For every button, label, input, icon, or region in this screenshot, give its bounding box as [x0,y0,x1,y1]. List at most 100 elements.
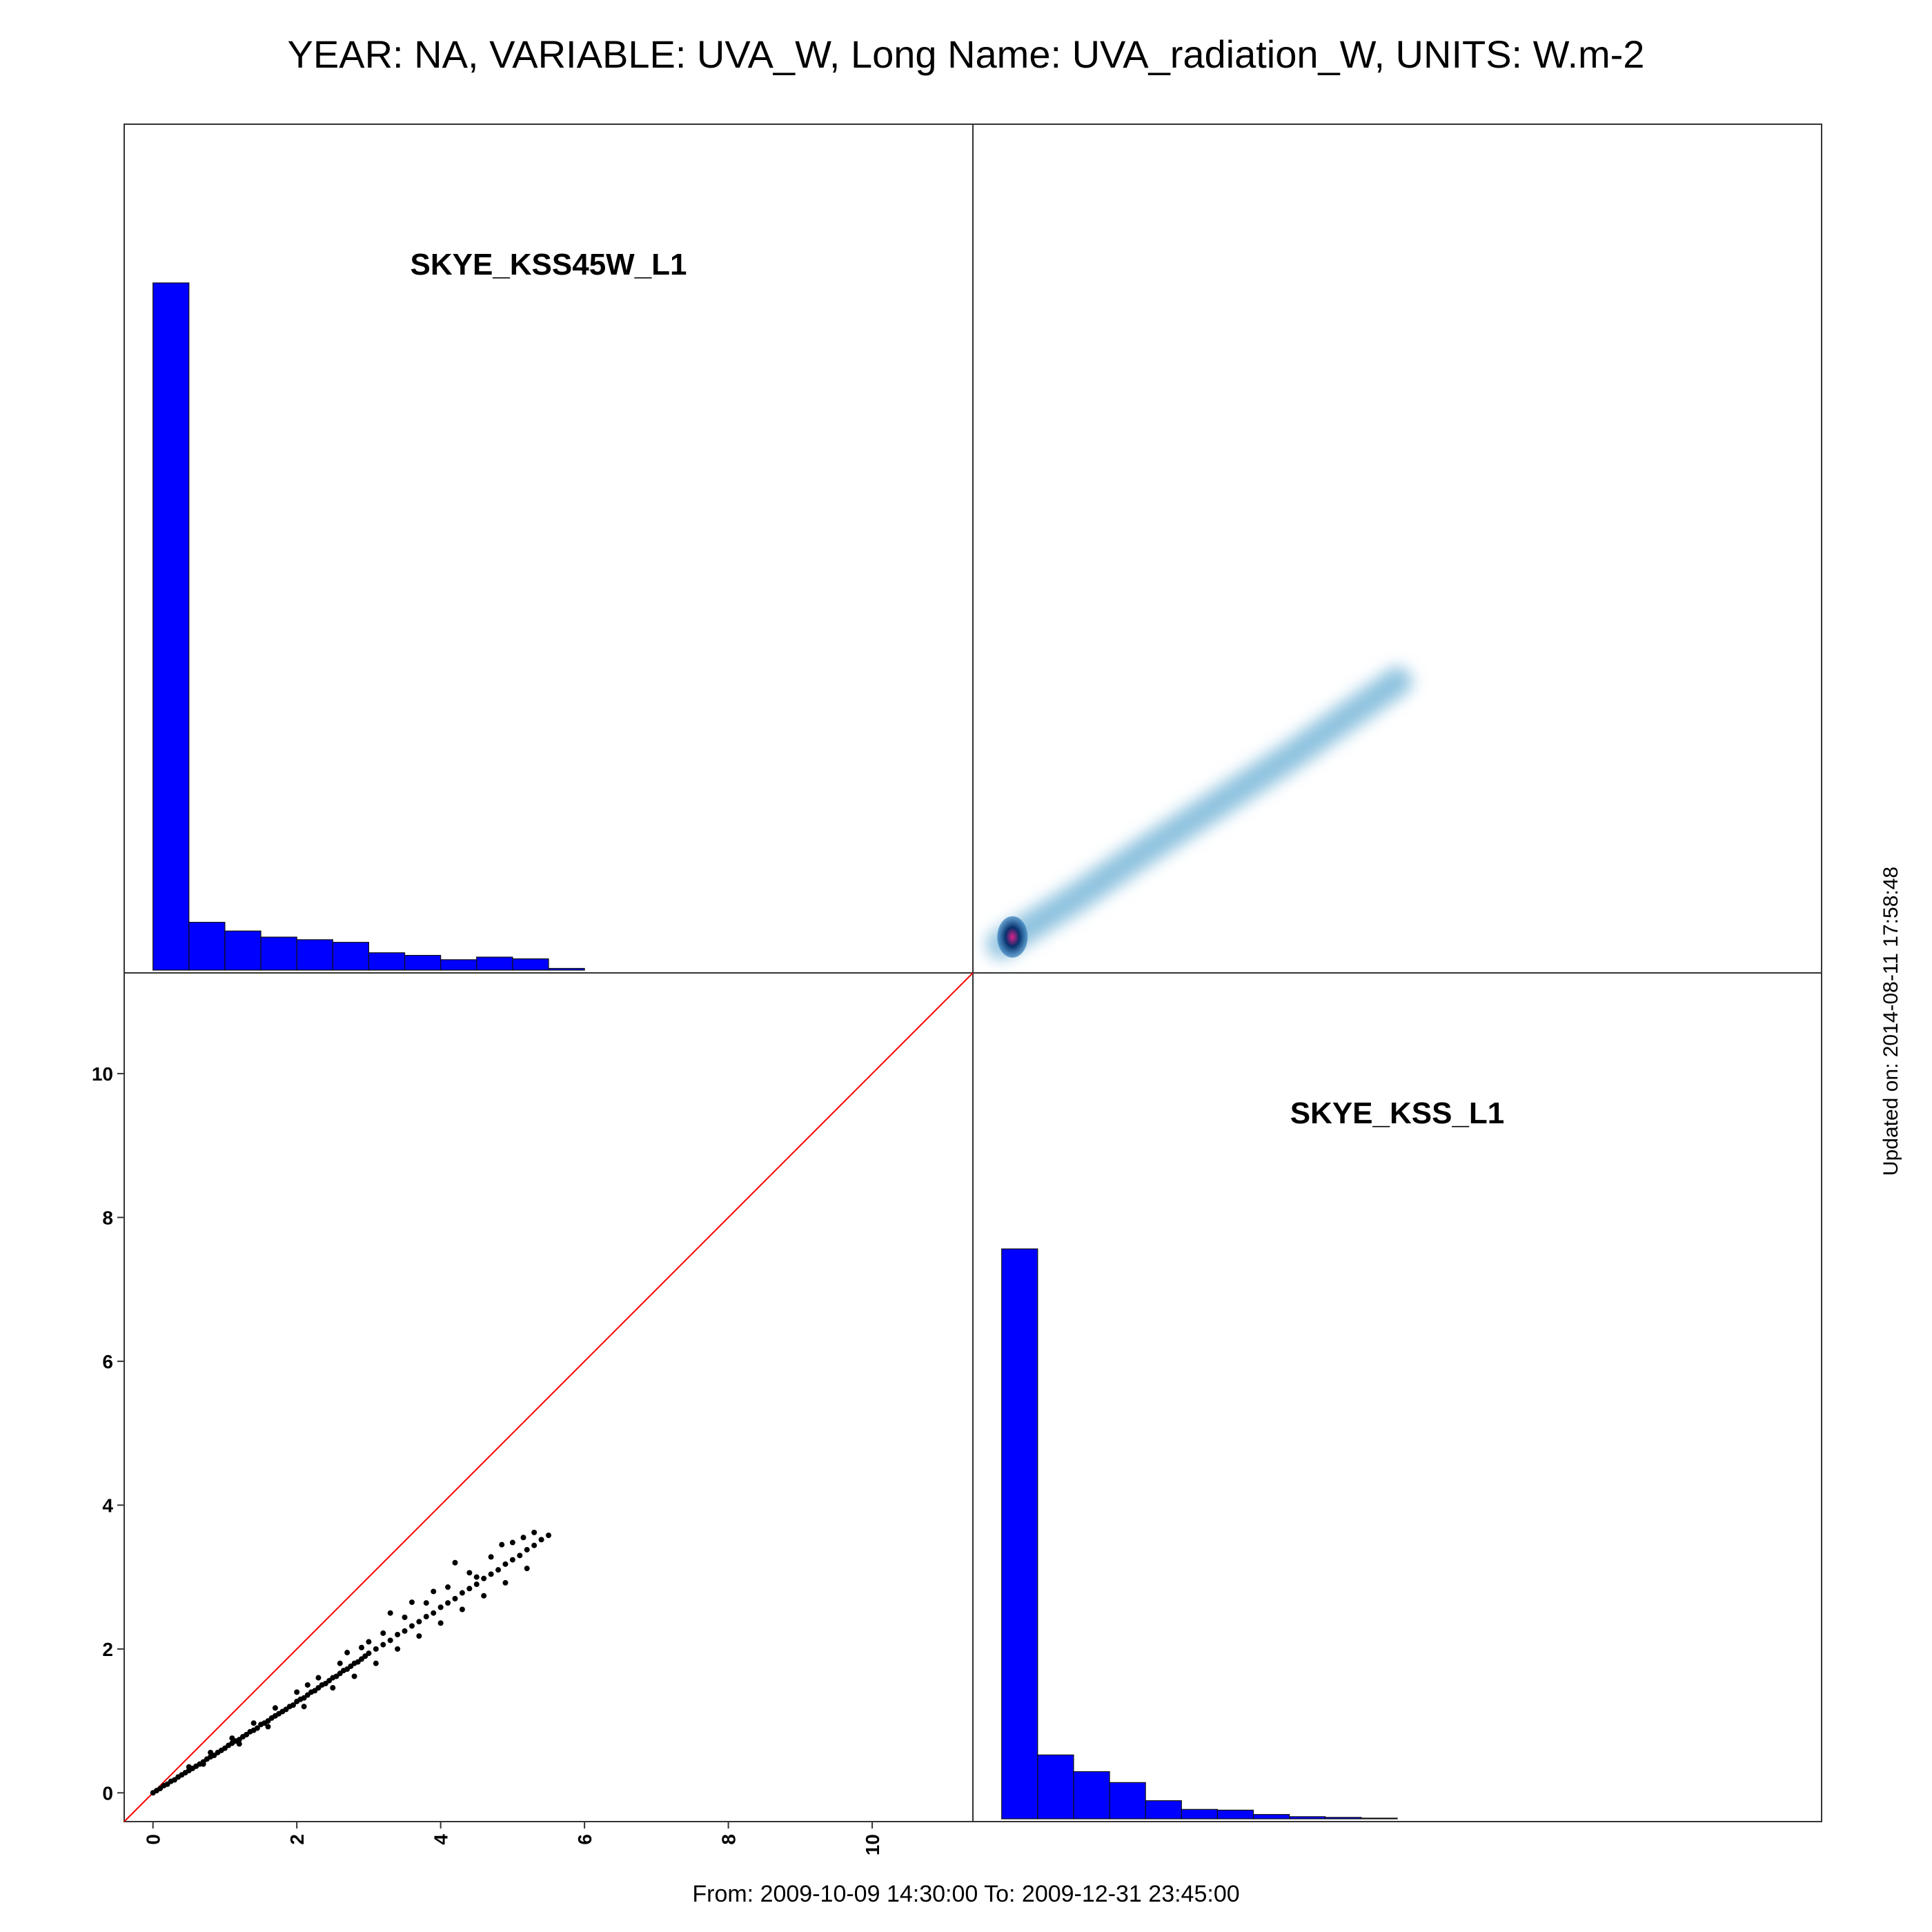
scatter-point [502,1579,509,1586]
scatter-point [481,1575,487,1581]
scatter-point [387,1637,393,1644]
scatter-point [546,1532,551,1539]
scatter-point [304,1682,310,1688]
x-tick-label: 10 [862,1834,883,1855]
hist-bar [332,942,370,971]
density-band-inner [994,673,1405,952]
histogram-skye-kss [1001,1248,1398,1820]
hist-bar [1073,1771,1110,1820]
y-tick-label: 8 [102,1207,113,1228]
identity-line [124,972,974,1822]
x-tick-label: 6 [574,1834,595,1845]
scatter-point [509,1557,515,1563]
scatter-point [250,1720,257,1726]
scatter-point [531,1542,538,1548]
scatter-point [236,1741,242,1747]
histogram-skye-kss45w [152,282,585,971]
y-tick-label: 10 [92,1063,113,1085]
panel-label-kss45w: SKYE_KSS45W_L1 [410,248,687,282]
scatter-point [481,1593,487,1599]
density-ridge [985,664,1414,961]
scatter-point [488,1571,494,1577]
scatter-point [538,1537,544,1543]
hist-bar [1037,1754,1074,1820]
hist-bar [440,959,477,971]
scatter-point [431,1588,437,1595]
scatter-point [524,1546,530,1552]
scatter-point [445,1584,451,1590]
hist-bar [1109,1782,1146,1820]
hist-bar [548,967,585,971]
updated-timestamp: Updated on: 2014-08-11 17:58:48 [1880,867,1902,1176]
panel-bottom-right-frame [972,972,1822,1822]
scatter-point [517,1552,523,1559]
hist-bar [260,936,297,971]
scatter-point [509,1539,515,1546]
hist-bar [1001,1248,1038,1820]
scatter-point [408,1599,415,1606]
scatter-point [290,1702,296,1708]
scatter-point [473,1574,480,1580]
x-tick-label: 2 [286,1834,308,1845]
scatter-point [473,1581,480,1588]
scatter-point [358,1644,364,1650]
scatter-point [380,1642,386,1648]
scatter-point [186,1764,192,1770]
scatter-point [380,1630,386,1636]
scatter-point [351,1673,357,1679]
hist-bar [152,282,190,971]
x-tick-label: 8 [718,1834,740,1845]
panel-label-kss: SKYE_KSS_L1 [1290,1096,1505,1130]
hist-bar [1361,1817,1398,1820]
scatter-point [229,1735,235,1742]
scatter-point [402,1628,408,1634]
scatter-point [416,1619,422,1625]
scatter-point [208,1749,214,1755]
y-tick-label: 6 [102,1351,113,1372]
chart-title: YEAR: NA, VARIABLE: UVA_W, Long Name: UV… [288,32,1645,76]
scatter-point [452,1559,458,1566]
hist-bar [512,958,549,971]
scatter-point [344,1650,351,1656]
x-tick-label: 0 [143,1834,164,1845]
scatter-point [445,1600,451,1606]
scatter-ticks: 0 2 4 6 8 10 0 2 4 6 8 10 [92,1063,883,1855]
scatter-point [373,1646,379,1652]
scatter-point [315,1675,322,1681]
scatter-point [395,1646,401,1652]
hist-bar [296,939,333,971]
scatter-point [294,1689,300,1695]
scatter-point [254,1725,260,1731]
scatter-point [437,1620,444,1626]
scatter-point [373,1660,379,1666]
scatter-point [502,1561,509,1567]
scatter-point [520,1535,526,1541]
scatter-point [488,1554,494,1560]
scatter-point [423,1600,429,1606]
scatter-point [524,1566,530,1572]
hist-bar [1289,1816,1326,1820]
hist-bar [1145,1800,1182,1820]
scatter-point [431,1610,437,1616]
scatter-point [437,1604,444,1610]
scatter-point [200,1761,206,1767]
hist-bar [1216,1809,1254,1820]
scatter-point [265,1724,271,1730]
date-range-footer: From: 2009-10-09 14:30:00 To: 2009-12-31… [692,1881,1239,1907]
panel-top-right-frame [972,124,1822,974]
density-plot [985,664,1414,961]
scatter-point [366,1639,372,1645]
y-tick-label: 0 [102,1782,113,1804]
scatter-point [272,1705,278,1711]
scatter-point [466,1586,473,1592]
scatter-point [452,1595,458,1601]
scatter-point [301,1704,307,1710]
hist-bar [1252,1814,1290,1820]
scatter-plot [124,972,974,1822]
scatter-point [466,1570,473,1576]
y-tick-label: 4 [102,1495,113,1516]
scatter-point [395,1631,401,1637]
scatter-point [337,1660,343,1666]
scatter-point [459,1606,465,1613]
